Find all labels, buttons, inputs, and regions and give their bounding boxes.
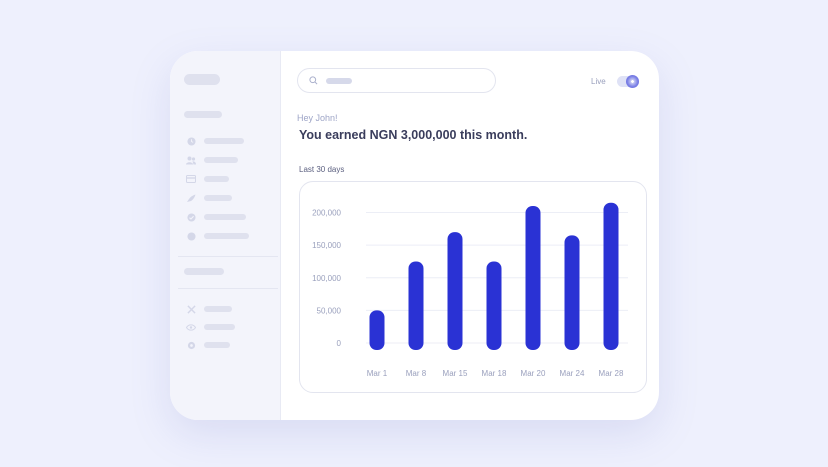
y-tick-label: 50,000 — [317, 306, 342, 315]
earnings-chart: 0 50,000 100,000 150,000 200,000 Mar 1 Mar 8 Ma… — [299, 181, 647, 393]
chart-bar[interactable] — [603, 202, 619, 350]
x-tick-label: Mar 15 — [443, 369, 468, 378]
x-tick-label: Mar 20 — [521, 369, 546, 378]
sidebar-item-users[interactable] — [186, 155, 238, 165]
card-icon — [186, 174, 196, 184]
chart-bar[interactable] — [486, 261, 502, 350]
earnings-headline: You earned NGN 3,000,000 this month. — [299, 128, 528, 142]
sidebar-item-settings[interactable] — [186, 340, 230, 350]
sidebar-divider — [178, 256, 278, 257]
settings-icon — [186, 340, 196, 350]
sidebar — [170, 51, 281, 420]
sidebar-heading — [184, 111, 222, 118]
sidebar-item-label — [204, 306, 232, 312]
chart-bar[interactable] — [408, 261, 424, 350]
sidebar-item-label — [204, 176, 229, 182]
sidebar-item-label — [204, 157, 238, 163]
greeting-text: Hey John! — [297, 113, 338, 123]
sidebar-divider — [178, 288, 278, 289]
x-tick-label: Mar 8 — [406, 369, 427, 378]
logo-placeholder — [184, 74, 220, 85]
users-icon — [186, 155, 196, 165]
sidebar-item-label — [204, 324, 235, 330]
y-tick-label: 200,000 — [312, 209, 341, 218]
sidebar-item-tools[interactable] — [186, 304, 232, 314]
eye-icon — [186, 322, 196, 332]
y-tick-label: 150,000 — [312, 241, 341, 250]
sidebar-item-label — [204, 214, 246, 220]
cross-icon — [186, 304, 196, 314]
sidebar-item-launch[interactable] — [186, 193, 232, 203]
rocket-icon — [186, 193, 196, 203]
sidebar-item-label — [204, 233, 249, 239]
sidebar-item-view[interactable] — [186, 322, 235, 332]
chart-bar[interactable] — [564, 235, 580, 350]
bar-chart: 0 50,000 100,000 150,000 200,000 Mar 1 Mar 8 Ma… — [312, 202, 628, 378]
search-placeholder — [326, 77, 352, 84]
live-toggle[interactable] — [617, 75, 639, 88]
search-icon — [309, 72, 318, 90]
sidebar-subheading — [184, 268, 224, 275]
chart-bar[interactable] — [369, 310, 385, 350]
clock-icon — [186, 136, 196, 146]
y-tick-label: 100,000 — [312, 274, 341, 283]
chart-bar[interactable] — [447, 232, 463, 350]
sidebar-item-label — [204, 138, 244, 144]
sidebar-item-clock[interactable] — [186, 136, 244, 146]
live-label: Live — [591, 77, 606, 86]
dot-icon — [186, 231, 196, 241]
sidebar-item-other[interactable] — [186, 231, 249, 241]
x-tick-label: Mar 1 — [367, 369, 388, 378]
toggle-knob — [626, 75, 639, 88]
x-tick-label: Mar 24 — [560, 369, 585, 378]
search-input[interactable] — [297, 68, 496, 93]
sidebar-item-label — [204, 195, 232, 201]
sidebar-item-cards[interactable] — [186, 174, 229, 184]
sidebar-item-label — [204, 342, 230, 348]
sidebar-item-tasks[interactable] — [186, 212, 246, 222]
dashboard-card: Live Hey John! You earned NGN 3,000,000 … — [170, 51, 659, 420]
check-circle-icon — [186, 212, 196, 222]
period-label: Last 30 days — [299, 165, 345, 174]
x-tick-label: Mar 18 — [482, 369, 507, 378]
x-tick-label: Mar 28 — [599, 369, 624, 378]
y-tick-label: 0 — [337, 339, 342, 348]
chart-bar[interactable] — [525, 206, 541, 350]
